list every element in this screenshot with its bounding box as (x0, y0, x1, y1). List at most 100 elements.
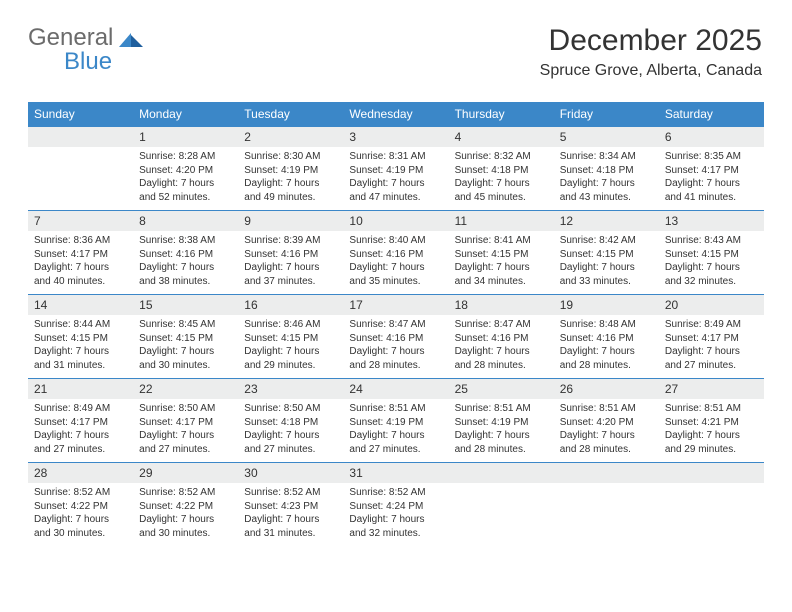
daylight-line: Daylight: 7 hours and 32 minutes. (349, 514, 424, 539)
daylight-line: Daylight: 7 hours and 32 minutes. (665, 262, 740, 287)
sunrise-line: Sunrise: 8:48 AM (560, 319, 636, 330)
daylight-line: Daylight: 7 hours and 52 minutes. (139, 178, 214, 203)
day-details: Sunrise: 8:52 AMSunset: 4:24 PMDaylight:… (343, 483, 448, 546)
daylight-line: Daylight: 7 hours and 47 minutes. (349, 178, 424, 203)
sunrise-line: Sunrise: 8:36 AM (34, 235, 110, 246)
sunrise-line: Sunrise: 8:30 AM (244, 151, 320, 162)
daylight-line: Daylight: 7 hours and 27 minutes. (139, 430, 214, 455)
sunset-line: Sunset: 4:15 PM (560, 249, 634, 260)
day-details: Sunrise: 8:32 AM Sunset: 4:18 PM Daylight:… (449, 147, 554, 210)
calendar-week: 1Sunrise: 8:28 AMSunset: 4:20 PMDaylight… (28, 126, 764, 210)
day-number: 26 (554, 378, 659, 399)
day-details: Sunrise: 8:31 AMSunset: 4:19 PMDaylight:… (343, 147, 448, 210)
sunrise-line: Sunrise: 8:52 AM (139, 487, 215, 498)
calendar-cell: 16Sunrise: 8:46 AMSunset: 4:15 PMDayligh… (238, 294, 343, 378)
day-details: Sunrise: 8:30 AMSunset: 4:19 PMDaylight:… (238, 147, 343, 210)
calendar-cell: 6Sunrise: 8:35 AMSunset: 4:17 PMDaylight… (659, 126, 764, 210)
sunset-line: Sunset: 4:15 PM (139, 333, 213, 344)
day-details: Sunrise: 8:49 AMSunset: 4:17 PMDaylight:… (659, 315, 764, 378)
calendar-cell: 14Sunrise: 8:44 AMSunset: 4:15 PMDayligh… (28, 294, 133, 378)
sunset-line: Sunset: 4:22 PM (34, 501, 108, 512)
sunset-line: Sunset: 4:17 PM (34, 249, 108, 260)
day-number: 12 (554, 210, 659, 231)
sunset-line: Sunset: 4:18 PM (455, 165, 529, 176)
sunrise-line: Sunrise: 8:31 AM (349, 151, 425, 162)
calendar-cell: 11Sunrise: 8:41 AMSunset: 4:15 PMDayligh… (449, 210, 554, 294)
calendar-cell: 25Sunrise: 8:51 AMSunset: 4:19 PMDayligh… (449, 378, 554, 462)
day-number: 1 (133, 126, 238, 147)
day-number: 19 (554, 294, 659, 315)
day-number: 5 (554, 126, 659, 147)
day-number: 11 (449, 210, 554, 231)
calendar-body: 1Sunrise: 8:28 AMSunset: 4:20 PMDaylight… (28, 126, 764, 546)
sunrise-line: Sunrise: 8:52 AM (349, 487, 425, 498)
calendar-cell: 31Sunrise: 8:52 AMSunset: 4:24 PMDayligh… (343, 462, 448, 546)
sunset-line: Sunset: 4:19 PM (455, 417, 529, 428)
day-details: Sunrise: 8:43 AMSunset: 4:15 PMDaylight:… (659, 231, 764, 294)
day-number: 18 (449, 294, 554, 315)
day-details: Sunrise: 8:38 AMSunset: 4:16 PMDaylight:… (133, 231, 238, 294)
page-header: December 2025 Spruce Grove, Alberta, Can… (540, 24, 762, 80)
calendar-cell: 22Sunrise: 8:50 AMSunset: 4:17 PMDayligh… (133, 378, 238, 462)
daylight-line: Daylight: 7 hours and 43 minutes. (560, 178, 635, 203)
calendar-week: 7Sunrise: 8:36 AMSunset: 4:17 PMDaylight… (28, 210, 764, 294)
sunrise-line: Sunrise: 8:28 AM (139, 151, 215, 162)
calendar-cell: 18Sunrise: 8:47 AMSunset: 4:16 PMDayligh… (449, 294, 554, 378)
sunset-line: Sunset: 4:17 PM (34, 417, 108, 428)
day-header: Friday (554, 102, 659, 126)
sunset-line: Sunset: 4:17 PM (665, 333, 739, 344)
calendar-table: SundayMondayTuesdayWednesdayThursdayFrid… (28, 102, 764, 546)
day-number: 25 (449, 378, 554, 399)
sunset-line: Sunset: 4:21 PM (665, 417, 739, 428)
day-number: 4 (449, 126, 554, 147)
day-number: 22 (133, 378, 238, 399)
daylight-line: Daylight: 7 hours and 45 minutes. (455, 178, 530, 203)
day-header: Sunday (28, 102, 133, 126)
daylight-line: Daylight: 7 hours and 29 minutes. (665, 430, 740, 455)
day-number: 15 (133, 294, 238, 315)
calendar-cell: 13Sunrise: 8:43 AMSunset: 4:15 PMDayligh… (659, 210, 764, 294)
daylight-line: Daylight: 7 hours and 38 minutes. (139, 262, 214, 287)
daylight-line: Daylight: 7 hours and 37 minutes. (244, 262, 319, 287)
sunrise-line: Sunrise: 8:46 AM (244, 319, 320, 330)
calendar-cell: 27Sunrise: 8:51 AMSunset: 4:21 PMDayligh… (659, 378, 764, 462)
calendar-cell: 2Sunrise: 8:30 AMSunset: 4:19 PMDaylight… (238, 126, 343, 210)
calendar-week: 21Sunrise: 8:49 AMSunset: 4:17 PMDayligh… (28, 378, 764, 462)
calendar-cell: 4 Sunrise: 8:32 AM Sunset: 4:18 PM Daylight… (449, 126, 554, 210)
daylight-line: Daylight: 7 hours and 40 minutes. (34, 262, 109, 287)
calendar-cell (554, 462, 659, 546)
day-number: 27 (659, 378, 764, 399)
calendar-week: 14Sunrise: 8:44 AMSunset: 4:15 PMDayligh… (28, 294, 764, 378)
daylight-line: Daylight: 7 hours and 33 minutes. (560, 262, 635, 287)
daylight-line: Daylight: 7 hours and 28 minutes. (349, 346, 424, 371)
daylight-line: Daylight: 7 hours and 35 minutes. (349, 262, 424, 287)
calendar-cell: 3Sunrise: 8:31 AMSunset: 4:19 PMDaylight… (343, 126, 448, 210)
logo-icon (117, 28, 145, 48)
location-label: Spruce Grove, Alberta, Canada (540, 62, 762, 80)
sunset-line: Sunset: 4:19 PM (349, 417, 423, 428)
day-details: Sunrise: 8:44 AMSunset: 4:15 PMDaylight:… (28, 315, 133, 378)
sunset-line: Sunset: 4:16 PM (349, 249, 423, 260)
day-number: 2 (238, 126, 343, 147)
daylight-line: Daylight: 7 hours and 34 minutes. (455, 262, 530, 287)
day-details: Sunrise: 8:34 AMSunset: 4:18 PMDaylight:… (554, 147, 659, 210)
sunset-line: Sunset: 4:23 PM (244, 501, 318, 512)
calendar-cell: 7Sunrise: 8:36 AMSunset: 4:17 PMDaylight… (28, 210, 133, 294)
sunset-line: Sunset: 4:15 PM (34, 333, 108, 344)
day-details: Sunrise: 8:52 AMSunset: 4:23 PMDaylight:… (238, 483, 343, 546)
sunrise-line: Sunrise: 8:52 AM (244, 487, 320, 498)
sunrise-line: Sunrise: 8:34 AM (560, 151, 636, 162)
day-details: Sunrise: 8:47 AMSunset: 4:16 PMDaylight:… (449, 315, 554, 378)
day-header: Thursday (449, 102, 554, 126)
daylight-line: Daylight: 7 hours and 41 minutes. (665, 178, 740, 203)
sunrise-line: Sunrise: 8:51 AM (455, 403, 531, 414)
day-number: 17 (343, 294, 448, 315)
sunrise-line: Sunrise: 8:35 AM (665, 151, 741, 162)
sunrise-line: Sunrise: 8:32 AM (455, 151, 531, 162)
calendar-cell: 8Sunrise: 8:38 AMSunset: 4:16 PMDaylight… (133, 210, 238, 294)
day-number-empty (28, 126, 133, 147)
day-number: 9 (238, 210, 343, 231)
calendar-cell: 20Sunrise: 8:49 AMSunset: 4:17 PMDayligh… (659, 294, 764, 378)
calendar-cell: 9Sunrise: 8:39 AMSunset: 4:16 PMDaylight… (238, 210, 343, 294)
day-number: 8 (133, 210, 238, 231)
